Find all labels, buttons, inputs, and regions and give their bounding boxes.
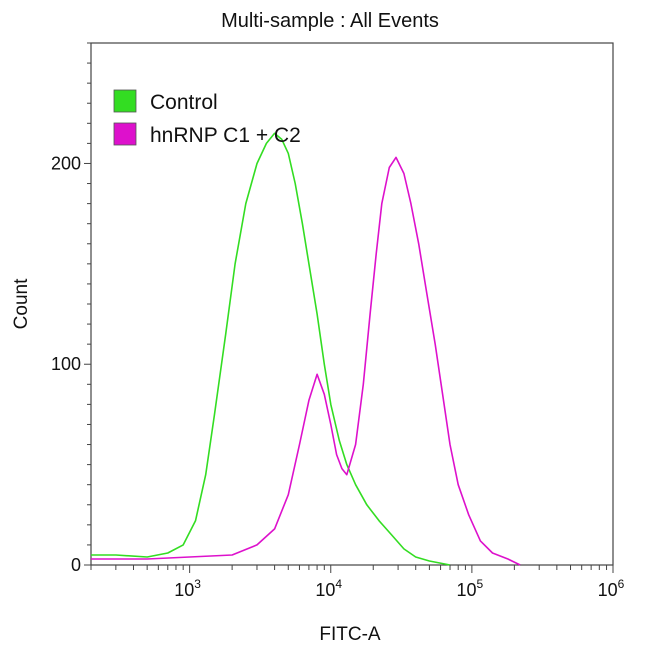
x-tick-label: 104 <box>315 577 342 600</box>
series-line-hnrnp-c1-c2 <box>91 156 521 566</box>
tick-layer: 0 100 200 103 104 105 106 <box>51 42 625 600</box>
x-tick-label: 103 <box>174 577 201 600</box>
series-line-control <box>91 132 451 566</box>
y-tick-label: 0 <box>71 555 81 575</box>
y-axis-label: Count <box>11 278 32 329</box>
chart-title: Multi-sample : All Events <box>221 10 439 32</box>
series-layer <box>91 132 521 566</box>
y-tick-label: 100 <box>51 354 81 374</box>
legend: Control hnRNP C1 + C2 <box>113 89 301 147</box>
plot-frame <box>90 42 614 566</box>
x-tick-label: 106 <box>598 577 625 600</box>
legend-swatch <box>113 122 137 146</box>
x-axis-label: FITC-A <box>319 624 381 645</box>
legend-swatch <box>113 89 137 113</box>
legend-label: hnRNP C1 + C2 <box>150 124 301 147</box>
y-tick-label: 200 <box>51 153 81 173</box>
x-tick-label: 105 <box>457 577 484 600</box>
legend-label: Control <box>150 91 218 114</box>
